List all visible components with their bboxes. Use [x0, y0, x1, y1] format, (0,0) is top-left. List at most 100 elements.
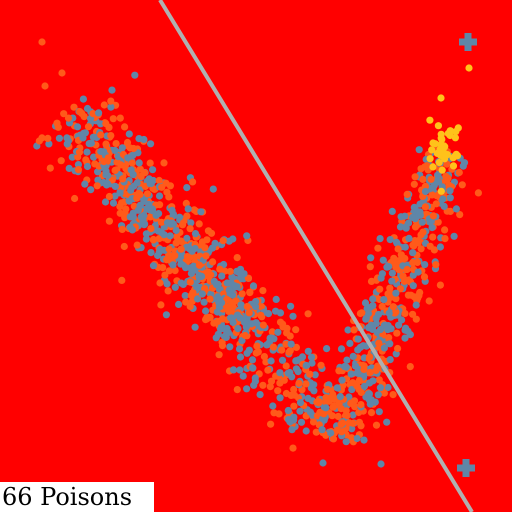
- data-point: [41, 82, 49, 90]
- data-point: [358, 309, 366, 317]
- data-point: [380, 296, 388, 304]
- data-point: [186, 278, 194, 286]
- data-point: [421, 187, 430, 196]
- data-point: [375, 408, 383, 416]
- data-point: [137, 172, 145, 180]
- data-point: [249, 282, 258, 290]
- data-point: [264, 366, 272, 374]
- data-point: [186, 225, 194, 233]
- data-point: [401, 326, 409, 334]
- data-point: [209, 185, 217, 193]
- data-point: [434, 218, 442, 226]
- data-point: [257, 311, 265, 319]
- data-point: [286, 418, 294, 426]
- data-point: [131, 71, 139, 79]
- data-point: [100, 101, 108, 109]
- data-point: [459, 162, 467, 170]
- data-point: [350, 326, 358, 334]
- data-point: [85, 140, 93, 148]
- data-point: [417, 231, 425, 239]
- plus-icon[interactable]: [459, 33, 477, 51]
- data-point: [117, 161, 125, 169]
- data-point: [177, 245, 185, 253]
- data-point: [234, 325, 242, 333]
- plus-icon[interactable]: [457, 459, 475, 477]
- data-point: [136, 202, 144, 210]
- data-point: [323, 345, 331, 353]
- data-point: [366, 368, 374, 377]
- data-point: [55, 134, 64, 142]
- data-point: [452, 128, 460, 136]
- data-point: [343, 356, 351, 364]
- data-point: [70, 103, 78, 111]
- data-point: [256, 391, 264, 399]
- data-point: [35, 137, 43, 145]
- data-point: [386, 284, 394, 292]
- data-point: [366, 263, 374, 271]
- data-point: [241, 331, 249, 340]
- data-point: [172, 226, 180, 235]
- data-point: [367, 277, 376, 285]
- data-point: [311, 371, 319, 379]
- data-point: [179, 221, 187, 229]
- data-point: [341, 362, 349, 371]
- data-point: [76, 108, 84, 116]
- data-point: [327, 393, 336, 401]
- data-point: [412, 301, 420, 309]
- data-point: [412, 315, 420, 323]
- data-point: [302, 361, 310, 370]
- data-point: [329, 435, 338, 443]
- data-point: [177, 260, 185, 268]
- data-point: [209, 258, 217, 266]
- data-point: [157, 301, 165, 309]
- data-point: [149, 262, 158, 270]
- data-point: [87, 186, 95, 194]
- data-point: [397, 213, 405, 221]
- data-point: [187, 291, 195, 300]
- data-point: [235, 345, 244, 353]
- data-point: [233, 311, 242, 319]
- data-point: [57, 157, 65, 165]
- data-point: [393, 329, 401, 337]
- data-point: [156, 279, 164, 287]
- data-point: [188, 247, 196, 255]
- data-point: [283, 329, 291, 337]
- data-point: [122, 190, 130, 198]
- data-point: [451, 134, 459, 142]
- data-point: [384, 326, 392, 334]
- data-point: [441, 226, 449, 234]
- data-point: [219, 237, 227, 245]
- data-point: [458, 181, 466, 189]
- data-point: [119, 175, 127, 183]
- data-point: [427, 175, 435, 183]
- data-point: [155, 235, 163, 243]
- data-point: [319, 459, 327, 467]
- data-point: [452, 205, 460, 213]
- data-point: [264, 310, 273, 318]
- data-point: [443, 151, 451, 159]
- data-point: [292, 343, 300, 351]
- data-point: [248, 356, 257, 364]
- data-point: [354, 335, 362, 343]
- data-point: [109, 199, 118, 207]
- data-point: [182, 298, 190, 306]
- data-point: [229, 302, 237, 311]
- data-point: [210, 319, 218, 327]
- data-point: [396, 223, 405, 231]
- data-point: [269, 343, 278, 351]
- data-point: [384, 383, 392, 392]
- data-point: [127, 166, 135, 174]
- data-point: [127, 186, 135, 194]
- data-point: [413, 258, 421, 266]
- data-point: [126, 213, 134, 221]
- data-point: [166, 232, 174, 240]
- data-point: [343, 412, 351, 420]
- data-point: [432, 200, 440, 208]
- data-point: [216, 325, 225, 333]
- data-point: [392, 289, 400, 297]
- data-point: [383, 418, 391, 426]
- data-point: [388, 269, 396, 277]
- data-point: [229, 318, 237, 327]
